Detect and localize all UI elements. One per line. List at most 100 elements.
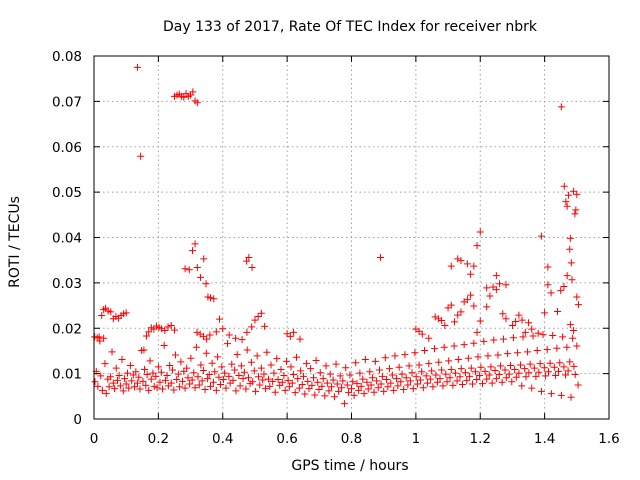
data-point	[336, 372, 344, 380]
data-point	[193, 99, 201, 107]
data-point	[566, 245, 574, 253]
data-point	[329, 376, 337, 384]
data-point	[267, 361, 275, 369]
data-point	[373, 377, 381, 385]
data-point	[311, 391, 319, 399]
data-point	[119, 387, 127, 395]
data-point	[570, 187, 578, 195]
data-point	[380, 387, 388, 395]
data-point	[519, 333, 527, 341]
data-point	[368, 374, 376, 382]
data-point	[553, 344, 561, 352]
data-point	[570, 327, 578, 335]
data-point	[473, 376, 481, 384]
data-point	[292, 353, 300, 361]
data-point	[245, 253, 253, 261]
data-point	[540, 364, 548, 372]
data-point	[333, 380, 341, 388]
data-point	[571, 210, 579, 218]
data-point	[435, 358, 443, 366]
data-point	[573, 190, 581, 198]
data-point	[254, 312, 262, 320]
data-point	[566, 234, 574, 242]
data-point	[118, 356, 126, 364]
data-point	[492, 375, 500, 383]
data-point	[536, 360, 544, 368]
data-point	[206, 331, 214, 339]
data-point	[434, 315, 442, 323]
data-point	[404, 381, 412, 389]
data-point	[574, 301, 582, 309]
data-point	[159, 385, 167, 393]
y-tick-label: 0.04	[52, 231, 82, 247]
data-point	[170, 386, 178, 394]
data-point	[507, 361, 515, 369]
data-point	[573, 293, 581, 301]
data-point	[528, 384, 536, 392]
data-point	[91, 378, 99, 386]
data-point	[352, 359, 360, 367]
data-point	[411, 349, 419, 357]
data-point	[122, 309, 130, 317]
data-point	[554, 367, 562, 375]
data-point	[150, 382, 158, 390]
data-point	[145, 328, 153, 336]
data-point	[476, 317, 484, 325]
data-point	[207, 294, 215, 302]
data-point	[197, 361, 205, 369]
data-point	[321, 392, 329, 400]
data-point	[229, 376, 237, 384]
data-point	[542, 372, 550, 380]
data-point	[297, 367, 305, 375]
data-point	[486, 292, 494, 300]
data-point	[524, 348, 532, 356]
data-point	[518, 382, 526, 390]
data-point	[521, 328, 529, 336]
data-point	[286, 332, 294, 340]
data-point	[402, 374, 410, 382]
data-point	[393, 375, 401, 383]
data-point	[318, 382, 326, 390]
data-point	[485, 371, 493, 379]
data-point	[166, 361, 174, 369]
data-point	[554, 307, 561, 315]
data-point	[106, 373, 114, 381]
data-point	[339, 377, 347, 385]
x-tick-label: 1.6	[598, 431, 619, 447]
data-point	[193, 328, 201, 336]
data-point	[207, 382, 215, 390]
data-point	[145, 386, 153, 394]
data-point	[261, 322, 269, 330]
data-point	[290, 328, 298, 336]
data-point	[291, 389, 299, 397]
data-point	[469, 380, 477, 388]
data-point	[356, 369, 364, 377]
data-point	[447, 366, 455, 374]
data-point	[431, 345, 439, 353]
data-point	[231, 366, 239, 374]
data-point	[167, 379, 175, 387]
data-point	[502, 281, 510, 289]
data-point	[181, 265, 189, 273]
data-point	[348, 385, 355, 393]
data-point	[300, 372, 308, 380]
data-point	[537, 387, 545, 395]
data-point	[204, 375, 212, 383]
data-point	[543, 346, 551, 354]
data-point	[191, 240, 199, 248]
tick-labels: 0 0.2 0.4 0.6 0.8 1 1.2 1.4 1.6 0 0.01 0.02 0.03 0.04…	[52, 49, 620, 447]
data-point	[153, 384, 161, 392]
data-point	[422, 372, 430, 380]
data-point	[459, 381, 467, 389]
data-point	[330, 393, 338, 401]
data-point	[512, 373, 520, 381]
data-point	[502, 374, 510, 382]
data-point	[163, 371, 171, 379]
data-point	[525, 369, 533, 377]
plot-frame	[93, 55, 610, 420]
data-point	[180, 93, 188, 101]
data-point	[288, 379, 296, 387]
data-point	[338, 384, 346, 392]
data-point	[332, 360, 340, 368]
data-point	[498, 378, 506, 386]
